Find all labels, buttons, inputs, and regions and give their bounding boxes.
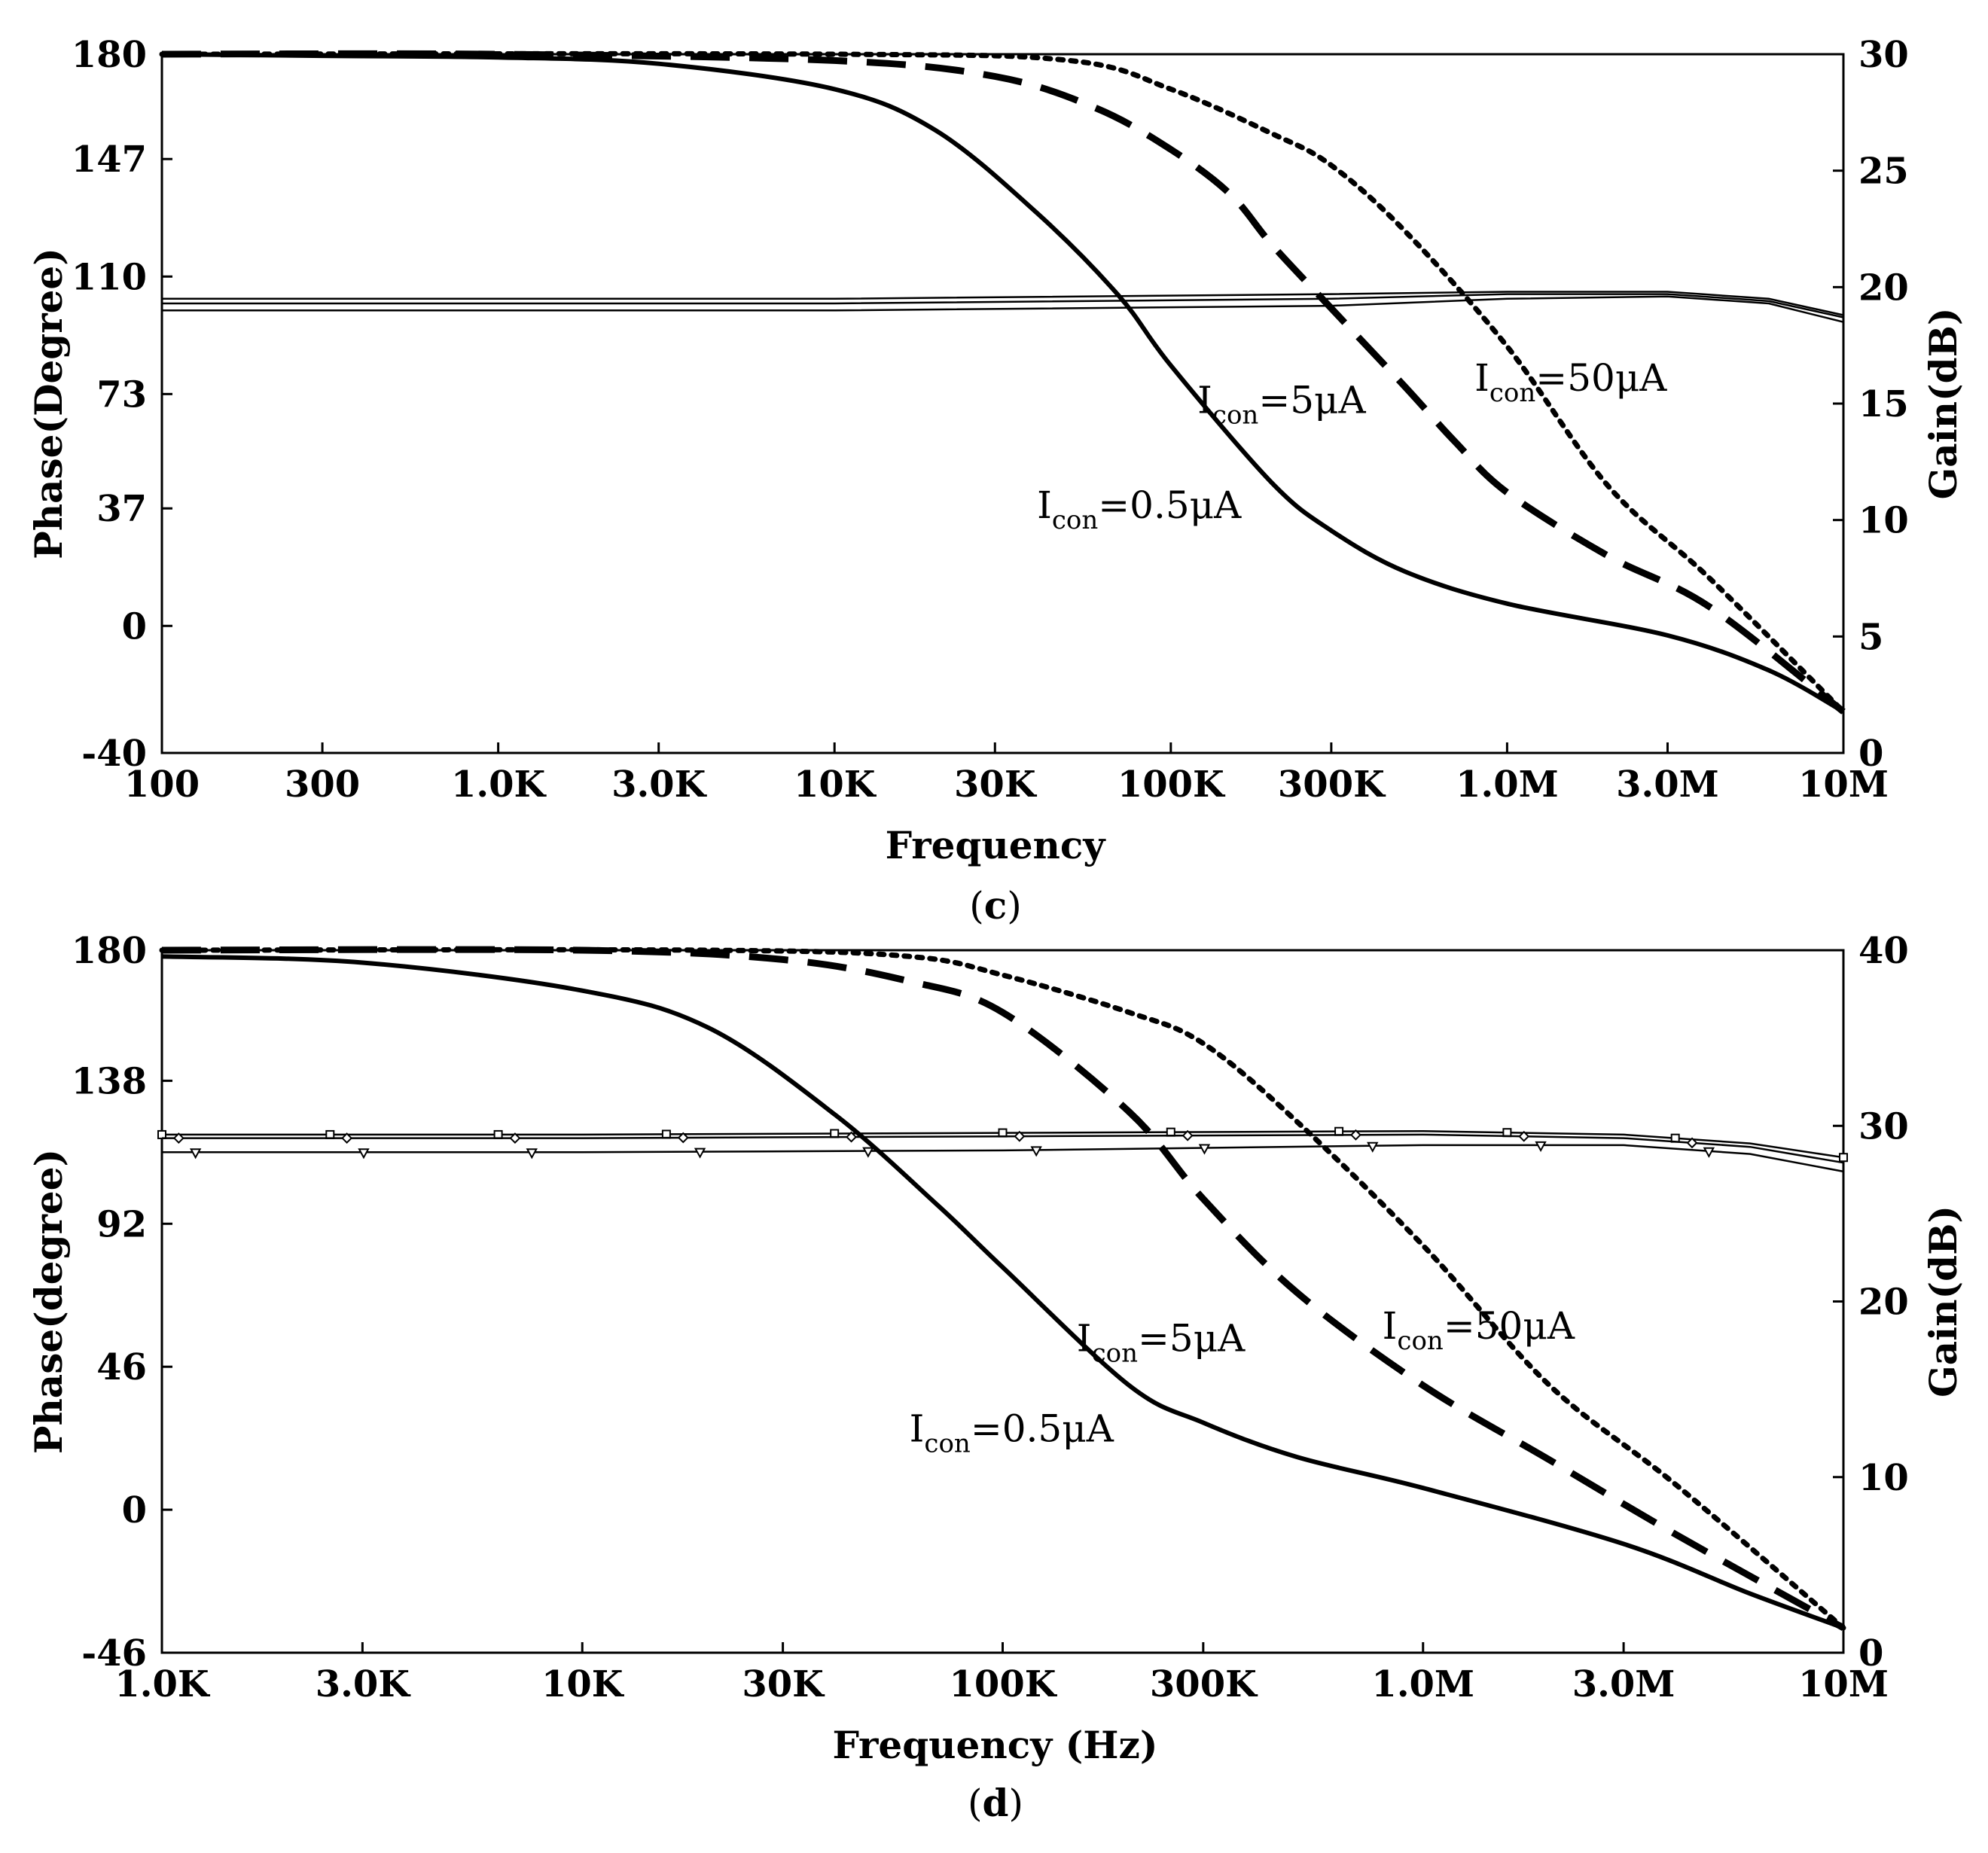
- gain-marker-diamond: [1182, 1129, 1194, 1141]
- x-tick-label: 3.0K: [611, 763, 708, 806]
- gain-marker-triangle: [1535, 1141, 1547, 1152]
- gain-series-line: [162, 1144, 1844, 1173]
- y-left-axis-label: Phase(degree): [26, 1149, 71, 1454]
- y-left-tick-label: 0: [122, 1489, 147, 1531]
- x-tick-label: 3.0M: [1616, 763, 1719, 806]
- series-annotation: Icon=0.5μA: [1037, 483, 1242, 535]
- phase-series-solid: [161, 52, 1845, 714]
- series-annotation: Icon=50μA: [1474, 356, 1667, 408]
- y-right-tick-label: 20: [1858, 1282, 1909, 1324]
- x-axis-label: Frequency: [886, 823, 1107, 867]
- x-tick-label: 1.0K: [114, 1663, 211, 1705]
- y-left-tick-label: 92: [96, 1203, 147, 1245]
- gain-marker-square: [1839, 1153, 1848, 1163]
- series-annotation: Icon=0.5μA: [910, 1407, 1114, 1458]
- gain-marker-diamond: [1686, 1137, 1698, 1149]
- x-tick-label: 10M: [1798, 1663, 1889, 1705]
- x-tick-label: 30K: [954, 763, 1038, 806]
- y-left-tick-label: 138: [72, 1060, 147, 1102]
- series-annotation: Icon=5μA: [1077, 1317, 1246, 1369]
- gain-marker-triangle: [1703, 1147, 1715, 1158]
- y-left-axis-label: Phase(Degree): [26, 248, 71, 559]
- gain-marker-diamond: [846, 1131, 857, 1143]
- y-left-tick-label: 37: [96, 488, 147, 530]
- gain-series-line: [162, 1133, 1844, 1164]
- x-tick-label: 300K: [1150, 1663, 1258, 1705]
- gain-marker-triangle: [1367, 1141, 1379, 1153]
- gain-series-line: [162, 293, 1844, 318]
- y-left-tick-label: -46: [81, 1632, 147, 1675]
- y-right-tick-label: 0: [1858, 733, 1883, 775]
- x-tick-label: 300K: [1278, 763, 1386, 806]
- y-right-tick-label: 30: [1858, 1105, 1909, 1147]
- gain-marker-triangle: [694, 1147, 706, 1159]
- x-tick-label: 30K: [742, 1663, 825, 1705]
- y-left-tick-label: 147: [72, 139, 147, 181]
- panel-caption: (c): [969, 883, 1021, 928]
- gain-marker-triangle: [358, 1148, 370, 1160]
- phase-series-dotted: [159, 946, 1846, 1631]
- phase-series-solid: [161, 954, 1845, 1630]
- gain-series-line: [162, 1129, 1844, 1159]
- y-left-tick-label: 180: [72, 930, 147, 972]
- y-left-tick-label: 46: [96, 1346, 147, 1388]
- y-right-tick-label: 20: [1858, 267, 1909, 309]
- y-left-tick-label: 110: [72, 256, 147, 298]
- x-tick-label: 100K: [1117, 763, 1226, 806]
- y-right-tick-label: 30: [1858, 34, 1909, 76]
- x-tick-label: 1.0K: [451, 763, 547, 806]
- y-left-tick-label: 73: [96, 373, 147, 416]
- x-tick-label: 1.0M: [1456, 763, 1559, 806]
- x-tick-label: 300: [285, 763, 360, 806]
- panel-caption: (d): [968, 1781, 1023, 1825]
- y-right-tick-label: 10: [1858, 1457, 1909, 1499]
- gain-marker-diamond: [341, 1132, 353, 1144]
- phase-series-dashed: [161, 50, 1846, 715]
- gain-series-line: [162, 295, 1844, 323]
- panel-d-chart: 1.0K 3.0K 10K 30K 100K 300K 1.0M 3.0M 10M 180 138 9…: [26, 930, 1965, 1825]
- x-axis-label: Frequency (Hz): [832, 1723, 1157, 1767]
- x-tick-label: 3.0M: [1572, 1663, 1675, 1705]
- gain-marker-diamond: [509, 1132, 521, 1144]
- gain-marker-diamond: [677, 1132, 689, 1144]
- series-annotation: Icon=5μA: [1197, 379, 1366, 431]
- y-right-tick-label: 25: [1858, 151, 1909, 193]
- x-tick-label: 10K: [541, 1663, 625, 1705]
- y-right-axis-label: Gain(dB): [1921, 308, 1965, 500]
- x-tick-label: 1.0M: [1371, 1663, 1474, 1705]
- y-right-tick-label: 40: [1858, 930, 1909, 972]
- x-tick-label: 10M: [1798, 763, 1889, 806]
- y-left-tick-label: -40: [81, 733, 147, 775]
- y-left-tick-label: 0: [122, 605, 147, 648]
- x-tick-label: 10K: [794, 763, 877, 806]
- gain-marker-triangle: [862, 1147, 874, 1158]
- gain-marker-diamond: [1518, 1130, 1530, 1142]
- y-right-tick-label: 10: [1858, 500, 1909, 542]
- x-tick-label: 3.0K: [316, 1663, 412, 1705]
- gain-marker-triangle: [526, 1148, 538, 1160]
- gain-marker-triangle: [1030, 1146, 1042, 1157]
- gain-marker-diamond: [172, 1132, 184, 1144]
- y-right-tick-label: 0: [1858, 1632, 1883, 1675]
- panel-c-chart: 100 300 1.0K 3.0K 10K 30K 100K 300K 1.0M 3.0M 10M1…: [26, 34, 1965, 928]
- x-tick-label: 100: [124, 763, 200, 806]
- y-right-tick-label: 15: [1858, 383, 1909, 425]
- y-left-tick-label: 180: [72, 34, 147, 76]
- gain-marker-diamond: [1014, 1130, 1026, 1142]
- gain-series-line: [162, 291, 1844, 316]
- y-right-axis-label: Gain(dB): [1921, 1205, 1965, 1397]
- phase-series-dotted: [159, 50, 1846, 715]
- series-annotation: Icon=50μA: [1383, 1304, 1575, 1356]
- y-right-tick-label: 5: [1858, 616, 1883, 658]
- gain-marker-triangle: [1198, 1144, 1211, 1155]
- gain-marker-triangle: [189, 1148, 202, 1160]
- x-tick-label: 100K: [950, 1663, 1058, 1705]
- gain-marker-diamond: [1350, 1129, 1361, 1141]
